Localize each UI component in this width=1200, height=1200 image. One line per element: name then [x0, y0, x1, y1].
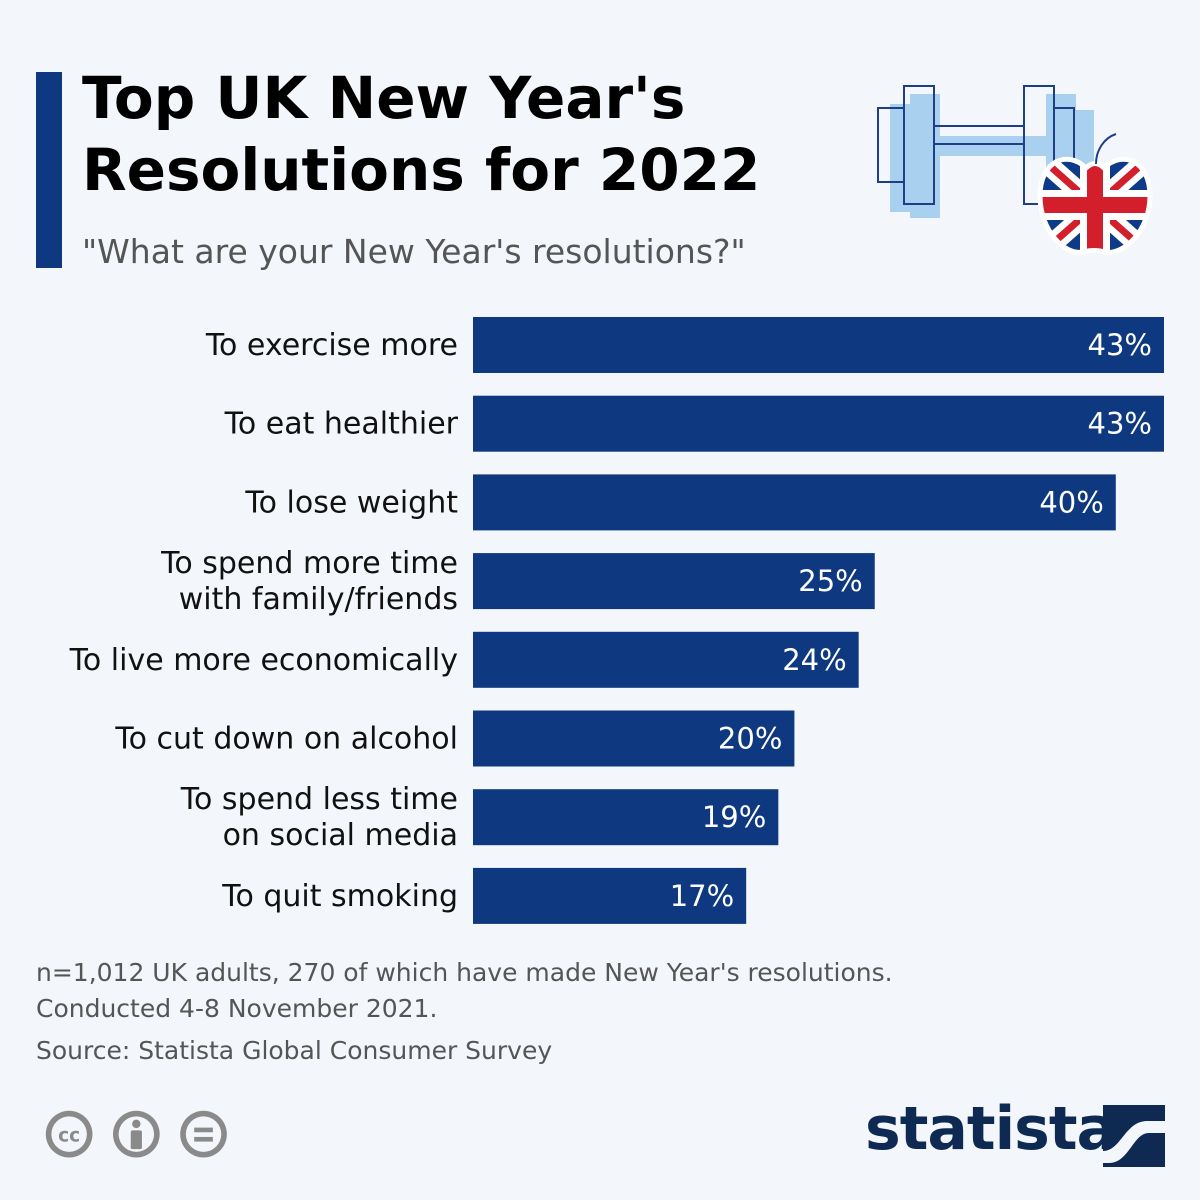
chart-title: Top UK New Year's Resolutions for 2022 — [82, 64, 761, 204]
data-label-6: 19% — [702, 800, 766, 834]
bar-2 — [473, 474, 1116, 531]
data-label-2: 40% — [1039, 485, 1103, 519]
bar-0 — [473, 317, 1164, 373]
bar-1 — [473, 395, 1164, 452]
data-label-3: 25% — [798, 564, 862, 598]
source-note: Source: Statista Global Consumer Survey — [36, 1036, 553, 1065]
category-label-6: To spend less time on social media — [180, 782, 458, 853]
category-label-0: To exercise more — [205, 328, 458, 363]
bar-3 — [473, 553, 875, 610]
statista-logo-icon — [1103, 1105, 1165, 1167]
bar-6 — [473, 789, 779, 846]
data-label-0: 43% — [1088, 328, 1152, 362]
category-label-4: To live more economically — [69, 643, 458, 678]
bar-7 — [473, 867, 747, 924]
category-label-3: To spend more time with family/friends — [160, 546, 458, 617]
svg-text:cc: cc — [58, 1126, 80, 1147]
bar-5 — [473, 710, 795, 767]
category-label-1: To eat healthier — [224, 407, 459, 442]
cc-icon: cc — [45, 1110, 93, 1158]
category-label-7: To quit smoking — [221, 879, 458, 914]
category-label-2: To lose weight — [244, 485, 458, 520]
survey-dates-note: Conducted 4-8 November 2021. — [36, 994, 438, 1023]
license-icons: cc — [45, 1110, 227, 1158]
data-label-7: 17% — [670, 879, 734, 913]
statista-logo: statista — [865, 1094, 1117, 1164]
data-label-5: 20% — [718, 722, 782, 756]
data-label-1: 43% — [1088, 407, 1152, 441]
chart-subtitle: "What are your New Year's resolutions?" — [82, 232, 746, 271]
sample-note: n=1,012 UK adults, 270 of which have mad… — [36, 958, 893, 987]
no-derivatives-icon — [180, 1110, 227, 1158]
dumbbell-apple-illustration — [877, 85, 1153, 255]
attribution-icon — [113, 1110, 160, 1158]
title-accent-bar — [36, 72, 62, 268]
bar-4 — [473, 631, 859, 688]
data-label-4: 24% — [782, 643, 846, 677]
category-label-5: To cut down on alcohol — [114, 722, 458, 757]
